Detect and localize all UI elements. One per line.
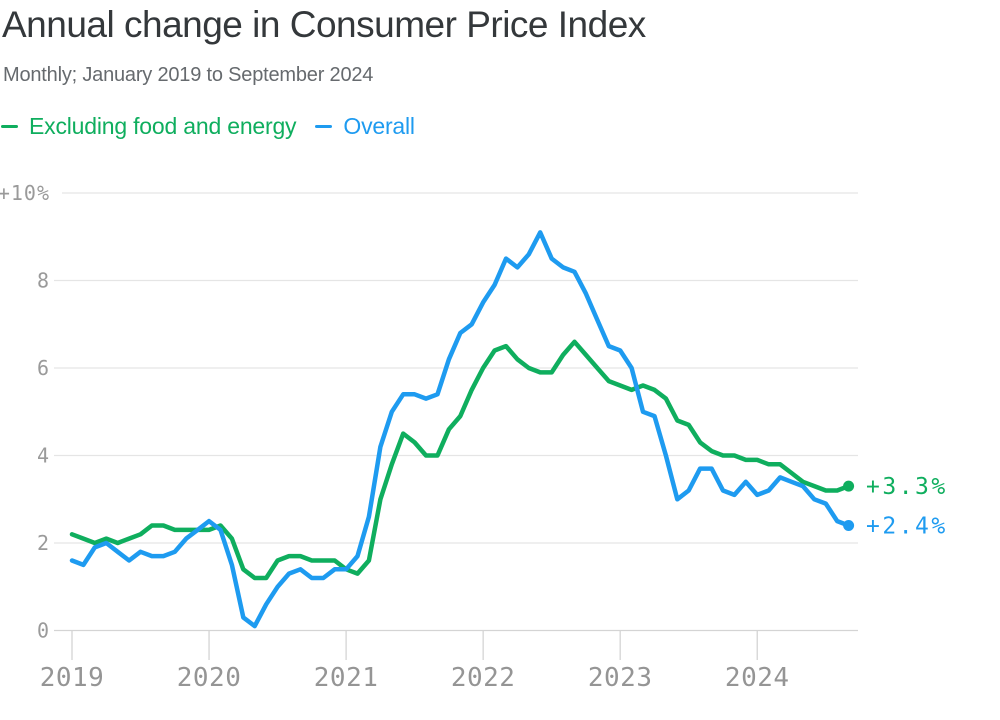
x-axis-label-2020: 2020 bbox=[177, 663, 242, 693]
legend: Excluding food and energy Overall bbox=[1, 113, 415, 140]
x-axis-label-2019: 2019 bbox=[40, 663, 105, 693]
legend-label-overall: Overall bbox=[343, 113, 415, 139]
x-axis-label-2023: 2023 bbox=[588, 663, 653, 693]
series-end-value-excluding-food-and-energy: +3.3% bbox=[866, 474, 948, 500]
chart-title: Annual change in Consumer Price Index bbox=[2, 4, 646, 45]
series-end-value-overall: +2.4% bbox=[866, 514, 948, 540]
chart-subtitle: Monthly; January 2019 to September 2024 bbox=[3, 64, 374, 86]
series-end-marker-overall bbox=[843, 520, 855, 531]
y-axis-label-2: 2 bbox=[37, 531, 50, 555]
legend-line-swatch-icon bbox=[315, 124, 333, 129]
legend-label-excluding-food-and-energy: Excluding food and energy bbox=[29, 113, 297, 139]
series-line-excluding-food-and-energy bbox=[69, 339, 851, 581]
series-end-marker-excluding-food-and-energy bbox=[843, 480, 855, 492]
y-axis-label-8: 8 bbox=[37, 269, 50, 293]
y-axis-label-4: 4 bbox=[37, 444, 50, 468]
legend-item-overall: Overall bbox=[315, 113, 415, 140]
x-axis-label-2022: 2022 bbox=[451, 663, 516, 693]
y-axis-label-0: 0 bbox=[37, 619, 50, 643]
series-line-overall bbox=[69, 230, 851, 629]
legend-item-excluding-food-and-energy: Excluding food and energy bbox=[1, 113, 297, 140]
legend-line-swatch-icon bbox=[1, 124, 18, 129]
x-axis-label-2024: 2024 bbox=[725, 663, 790, 693]
y-axis-label-10: +10% bbox=[0, 181, 50, 205]
x-axis-label-2021: 2021 bbox=[314, 663, 379, 693]
y-axis-label-6: 6 bbox=[37, 356, 50, 380]
